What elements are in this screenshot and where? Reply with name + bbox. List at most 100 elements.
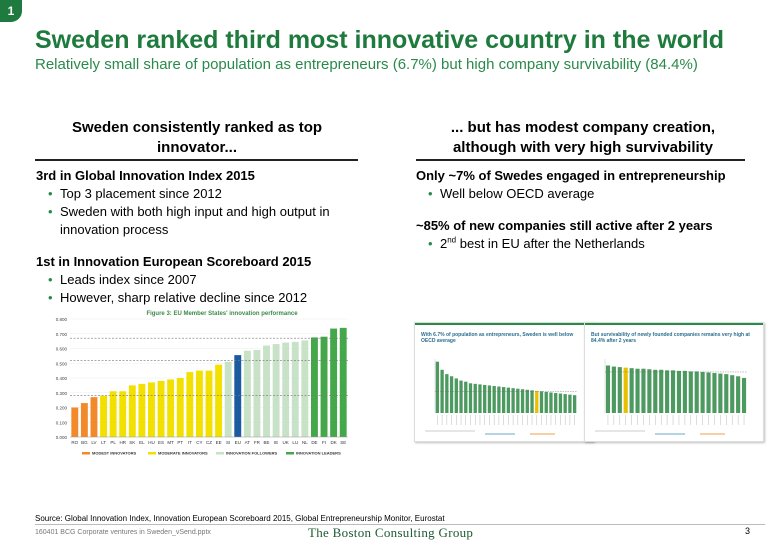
y-tick-label: 0.700 — [56, 332, 68, 337]
bar — [138, 383, 146, 437]
thumb-bar — [506, 387, 511, 413]
gii-bullet: Top 3 placement since 2012 — [48, 185, 356, 203]
thumb-bar — [706, 372, 711, 413]
thumb-bar — [459, 380, 463, 413]
legend-swatch — [148, 452, 156, 455]
thumbnail-title: With 6.7% of population as entrepreneurs… — [421, 332, 574, 344]
chart-title: Figure 3: EU Member States' innovation p… — [146, 311, 298, 317]
y-tick-label: 0.100 — [56, 420, 68, 425]
x-tick-label: AT — [245, 440, 251, 445]
thumb-bar — [525, 389, 529, 413]
source-note: Source: Global Innovation Index, Innovat… — [35, 514, 445, 523]
x-tick-label: NL — [302, 440, 308, 445]
thumb-bar — [641, 368, 646, 413]
bar — [157, 380, 165, 437]
bcg-logo: The Boston Consulting Group — [308, 525, 474, 540]
bar — [100, 395, 108, 437]
slide-title: Sweden ranked third most innovative coun… — [35, 26, 724, 54]
bar — [243, 350, 251, 437]
x-tick-label: SE — [340, 440, 346, 445]
thumb-bar — [558, 393, 563, 413]
thumb-bar — [623, 367, 628, 413]
rank-number: 2 — [440, 236, 448, 251]
bar — [272, 344, 280, 437]
page-number: 3 — [744, 526, 750, 536]
bar — [282, 342, 290, 437]
thumb-bar — [712, 373, 717, 413]
bar — [109, 391, 117, 437]
thumb-bar — [682, 370, 687, 413]
bar — [263, 345, 270, 437]
legend-swatch — [216, 452, 224, 455]
x-tick-label: IT — [188, 440, 192, 445]
y-tick-label: 0.000 — [56, 435, 68, 440]
y-tick-label: 0.200 — [56, 406, 68, 411]
slide-subtitle: Relatively small share of population as … — [35, 56, 698, 73]
ies-bullet: However, sharp relative decline since 20… — [48, 289, 356, 307]
thumb-bar — [670, 370, 676, 413]
thumb-bar — [520, 389, 525, 413]
bar — [148, 382, 155, 437]
bar — [167, 379, 175, 437]
thumb-bar — [501, 387, 506, 413]
thumb-bar — [440, 369, 444, 413]
eu-innovation-chart-svg: Figure 3: EU Member States' innovation p… — [56, 311, 348, 456]
x-tick-label: PL — [110, 440, 116, 445]
thumb-bar — [741, 377, 747, 413]
x-tick-label: PT — [177, 440, 183, 445]
thumb-bar — [718, 373, 723, 413]
bar — [330, 328, 338, 437]
thumb-bar — [688, 371, 693, 413]
y-tick-label: 0.500 — [56, 361, 68, 366]
thumb-bar — [483, 384, 487, 413]
bar — [339, 327, 347, 437]
x-tick-label: BE — [264, 440, 270, 445]
survivability-heading: ~85% of new companies still active after… — [416, 218, 713, 233]
x-tick-label: RO — [71, 440, 78, 445]
x-tick-label: CZ — [206, 440, 212, 445]
x-tick-label: LV — [91, 440, 96, 445]
footer-filename: 160401 BCG Corporate ventures in Sweden_… — [35, 529, 211, 536]
thumb-bar — [492, 386, 496, 413]
x-tick-label: BG — [81, 440, 88, 445]
bar — [234, 355, 242, 437]
thumb-bar — [730, 375, 735, 413]
thumb-bar — [544, 391, 548, 413]
rank-suffix: nd — [447, 235, 457, 245]
thumbnail-chart — [595, 359, 747, 435]
bar — [90, 397, 98, 437]
thumb-bar — [449, 376, 454, 413]
x-tick-label: UK — [283, 440, 289, 445]
thumb-bar — [549, 392, 553, 413]
thumb-bar — [700, 371, 705, 413]
y-tick-label: 0.300 — [56, 391, 68, 396]
bar — [320, 336, 328, 437]
thumbnail-top-bar — [415, 323, 593, 325]
thumb-bar — [468, 383, 473, 413]
bar — [128, 385, 136, 437]
thumb-bar — [554, 393, 558, 413]
bar — [195, 370, 203, 437]
thumb-bar — [694, 371, 699, 413]
bar — [186, 372, 194, 437]
rank-text: best in EU after the Netherlands — [456, 236, 645, 251]
entrepreneurship-slide-thumbnail: With 6.7% of population as entrepreneurs… — [414, 322, 594, 442]
x-tick-label: LT — [101, 440, 106, 445]
thumbnail-chart — [425, 359, 577, 435]
thumb-bar — [635, 368, 640, 413]
thumb-bar — [497, 386, 501, 413]
thumb-bar — [724, 374, 729, 413]
x-tick-label: EL — [139, 440, 145, 445]
thumb-bar — [478, 384, 482, 413]
left-heading-divider — [35, 159, 358, 161]
bar — [291, 341, 299, 437]
thumb-bar — [539, 391, 544, 413]
y-tick-label: 0.600 — [56, 347, 68, 352]
thumb-bar — [535, 390, 539, 413]
ies-heading: 1st in Innovation European Scoreboard 20… — [36, 254, 312, 269]
x-tick-label: MT — [167, 440, 174, 445]
bar — [205, 370, 213, 437]
x-tick-label: EE — [216, 440, 222, 445]
bar — [301, 340, 309, 437]
right-section-heading: ... but has modest company creation, alt… — [450, 119, 716, 156]
